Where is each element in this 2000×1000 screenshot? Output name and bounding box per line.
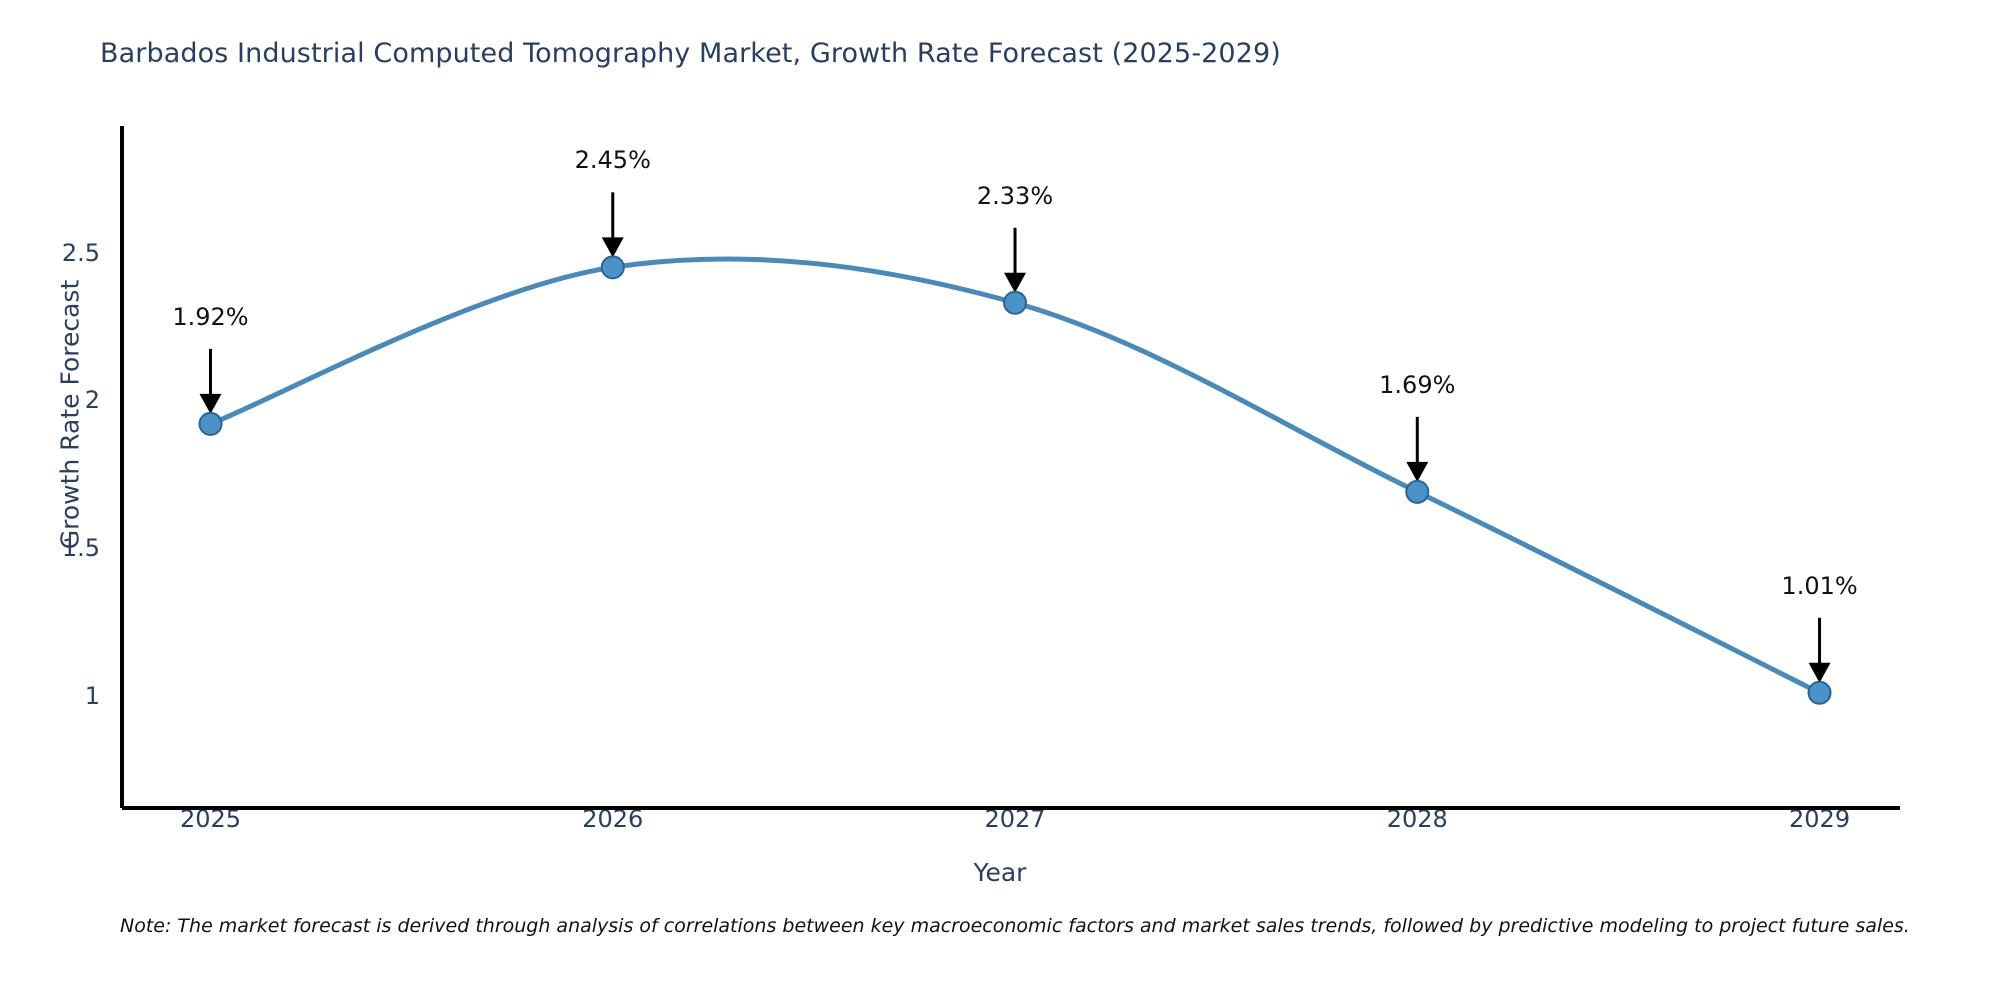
annotation-arrow-head xyxy=(1808,662,1831,683)
y-tick-label: 2 xyxy=(84,386,100,415)
data-point-marker[interactable] xyxy=(1807,680,1832,705)
y-tick-label: 1.5 xyxy=(61,534,100,562)
chart-title: Barbados Industrial Computed Tomography … xyxy=(100,38,1281,69)
annotation-arrow-head xyxy=(1004,272,1027,293)
annotation-arrow-head xyxy=(601,237,624,258)
x-axis-title: Year xyxy=(973,858,1027,887)
data-point-marker[interactable] xyxy=(600,255,625,280)
data-point-label: 1.01% xyxy=(1781,571,1858,600)
data-point-marker[interactable] xyxy=(1405,479,1430,504)
annotation-arrow-head xyxy=(199,393,222,414)
data-point-label: 1.92% xyxy=(172,302,249,331)
series-line xyxy=(208,256,1823,696)
axis-spines xyxy=(120,126,1900,810)
data-point-label: 2.33% xyxy=(976,181,1054,210)
chart-footnote: Note: The market forecast is derived thr… xyxy=(120,915,1910,937)
y-tick-label: 2.5 xyxy=(61,238,100,267)
data-point-marker[interactable] xyxy=(198,411,223,436)
annotation-arrows xyxy=(199,192,1831,683)
y-axis-tick-labels: 2.5 2 1.5 1 xyxy=(20,0,100,1000)
data-point-marker[interactable] xyxy=(1003,290,1028,315)
annotation-arrow-head xyxy=(1406,461,1429,482)
y-tick-label: 1 xyxy=(84,681,100,710)
data-point-markers xyxy=(198,255,1832,705)
data-point-label: 1.69% xyxy=(1379,370,1456,399)
data-point-label: 2.45% xyxy=(574,146,651,175)
